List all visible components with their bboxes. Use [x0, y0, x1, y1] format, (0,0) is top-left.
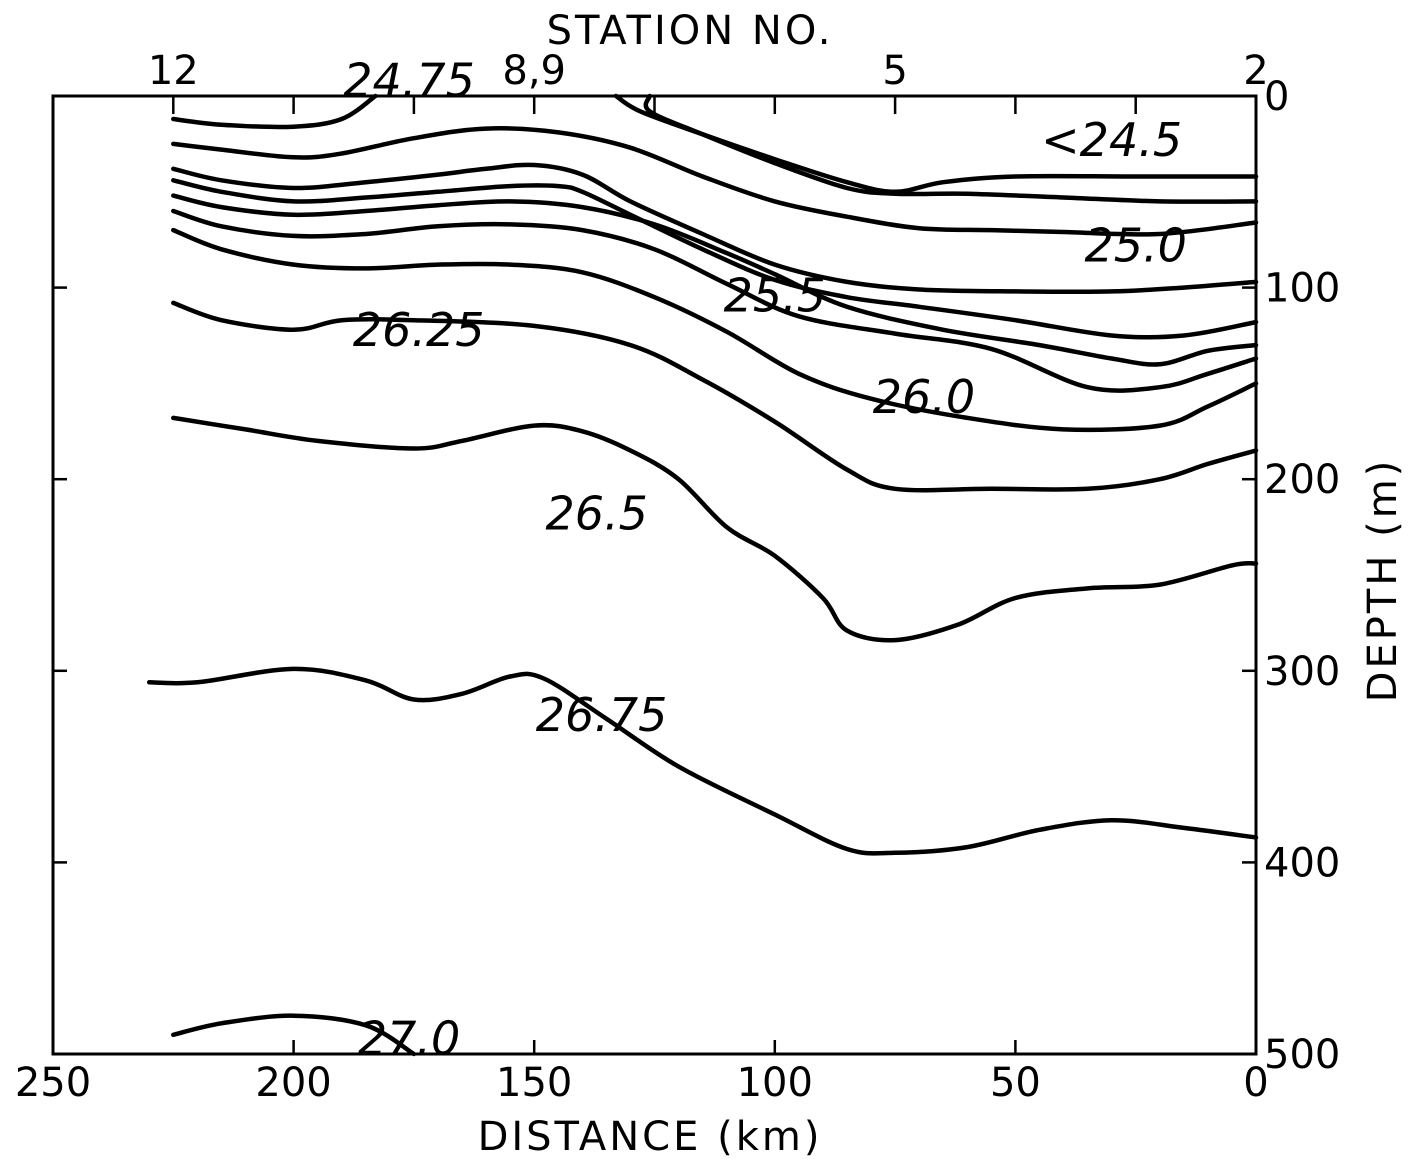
contour-label: 27.0 — [358, 1012, 460, 1066]
isopycnal-3 — [171, 126, 1259, 237]
y-tick-label: 400 — [1264, 840, 1340, 886]
station-label: 12 — [148, 48, 199, 94]
station-label: 5 — [882, 48, 907, 94]
contour-labels: 24.75 <24.5 25.0 25.5 26.0 26.25 26.5 26.75 27.0 — [343, 54, 1187, 1066]
plot-frame — [51, 94, 1258, 1056]
x-tick-label: 250 — [15, 1060, 91, 1106]
y-axis-title: DEPTH (m) — [1360, 458, 1406, 703]
contour-label: 25.0 — [1084, 218, 1186, 272]
isopycnal-11 — [146, 666, 1259, 856]
contour-label: 26.5 — [546, 487, 648, 541]
isopycnal-9 — [171, 300, 1259, 493]
top-axis-title: STATION NO. — [547, 8, 834, 54]
y-tick-label: 500 — [1264, 1032, 1340, 1078]
contour-label: 26.25 — [353, 303, 485, 357]
isopycnal-8 — [171, 227, 1259, 433]
isopycnal-6 — [171, 193, 1259, 367]
isopycnal-12 — [171, 1013, 417, 1057]
contour-label: 24.75 — [343, 54, 475, 108]
x-tick-label: 50 — [990, 1060, 1041, 1106]
depth-axis-ticks: 0 100 200 300 400 500 — [53, 74, 1340, 1078]
isopycnal-10 — [171, 415, 1259, 643]
contour-label: 26.0 — [873, 370, 975, 424]
contour-label: 26.75 — [536, 688, 668, 742]
station-axis-ticks: 12 8,9 5 2 — [148, 48, 1269, 114]
x-tick-label: 0 — [1243, 1060, 1268, 1106]
isopycnal-0 — [171, 93, 378, 130]
isopycnal-2 — [643, 93, 1259, 204]
x-tick-label: 200 — [255, 1060, 331, 1106]
y-tick-label: 200 — [1264, 457, 1340, 503]
isopycnal-4 — [171, 162, 1259, 295]
contour-label: <24.5 — [1041, 113, 1182, 167]
x-tick-label: 100 — [737, 1060, 813, 1106]
y-tick-label: 300 — [1264, 649, 1340, 695]
x-axis-title: DISTANCE (km) — [478, 1114, 823, 1159]
isopycnal-lines — [146, 93, 1259, 1057]
distance-axis-ticks: 250 200 150 100 50 0 — [15, 1040, 1269, 1106]
station-label: 8,9 — [502, 48, 566, 94]
x-tick-label: 150 — [496, 1060, 572, 1106]
isopycnal-7 — [171, 208, 1259, 393]
y-tick-label: 0 — [1264, 74, 1289, 120]
y-tick-label: 100 — [1264, 266, 1340, 312]
contour-label: 25.5 — [724, 268, 826, 322]
station-label: 2 — [1243, 48, 1268, 94]
